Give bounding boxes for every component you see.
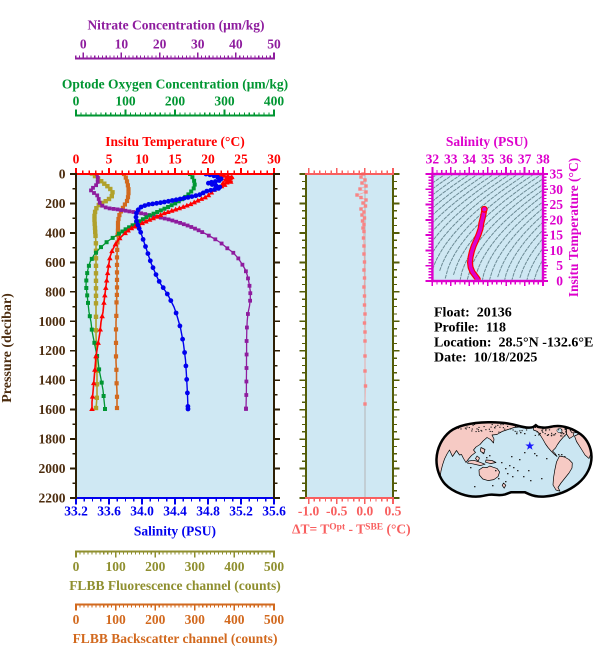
- svg-text:Insitu Temperature (°C): Insitu Temperature (°C): [566, 158, 581, 297]
- svg-text:400: 400: [264, 94, 285, 109]
- svg-text:300: 300: [214, 94, 235, 109]
- svg-text:500: 500: [264, 559, 285, 574]
- svg-text:25: 25: [234, 152, 248, 167]
- svg-text:0: 0: [73, 152, 80, 167]
- svg-text:-0.5: -0.5: [326, 504, 348, 519]
- svg-text:FLBB Fluorescence channel (cou: FLBB Fluorescence channel (counts): [69, 578, 281, 593]
- svg-text:400: 400: [224, 559, 245, 574]
- svg-text:200: 200: [165, 94, 186, 109]
- svg-text:34.0: 34.0: [130, 504, 154, 519]
- svg-text:1400: 1400: [39, 373, 66, 388]
- svg-text:5: 5: [556, 258, 563, 273]
- svg-text:400: 400: [224, 612, 245, 627]
- svg-text:1200: 1200: [39, 343, 66, 358]
- svg-text:-1.0: -1.0: [298, 504, 320, 519]
- svg-text:Salinity (PSU): Salinity (PSU): [134, 524, 216, 539]
- svg-text:33.6: 33.6: [97, 504, 121, 519]
- svg-text:100: 100: [105, 559, 126, 574]
- svg-text:5: 5: [106, 152, 113, 167]
- svg-text:300: 300: [185, 612, 206, 627]
- svg-text:1600: 1600: [39, 402, 66, 417]
- svg-text:30: 30: [267, 152, 281, 167]
- svg-text:Nitrate Concentration (μm/kg): Nitrate Concentration (μm/kg): [87, 18, 264, 33]
- svg-text:32: 32: [426, 152, 440, 167]
- svg-text:15: 15: [168, 152, 182, 167]
- svg-text:10: 10: [135, 152, 149, 167]
- svg-text:Salinity (PSU): Salinity (PSU): [446, 134, 528, 149]
- svg-text:15: 15: [550, 228, 564, 243]
- svg-text:800: 800: [45, 284, 66, 299]
- svg-text:34.8: 34.8: [196, 504, 220, 519]
- svg-text:100: 100: [105, 612, 126, 627]
- svg-text:20: 20: [153, 37, 167, 52]
- svg-text:0: 0: [73, 559, 80, 574]
- svg-text:10: 10: [115, 37, 129, 52]
- svg-text:35.6: 35.6: [262, 504, 286, 519]
- svg-text:1800: 1800: [39, 432, 66, 447]
- svg-text:1000: 1000: [39, 314, 66, 329]
- svg-text:38: 38: [536, 152, 550, 167]
- svg-text:0: 0: [80, 37, 87, 52]
- svg-text:100: 100: [115, 94, 136, 109]
- svg-text:FLBB Backscatter channel (coun: FLBB Backscatter channel (counts): [73, 631, 278, 646]
- svg-text:35.2: 35.2: [229, 504, 253, 519]
- svg-text:0.0: 0.0: [356, 504, 373, 519]
- svg-text:Profile: 118: Profile: 118: [434, 321, 506, 336]
- svg-text:34: 34: [463, 152, 477, 167]
- svg-text:Date: 10/18/2025: Date: 10/18/2025: [434, 351, 537, 366]
- svg-text:200: 200: [45, 196, 66, 211]
- svg-text:300: 300: [185, 559, 206, 574]
- svg-text:0: 0: [556, 274, 563, 289]
- svg-text:Pressure (decibar): Pressure (decibar): [0, 293, 15, 403]
- svg-text:2200: 2200: [39, 491, 66, 506]
- svg-text:50: 50: [267, 37, 281, 52]
- svg-text:Optode Oxygen Concentration (μ: Optode Oxygen Concentration (μm/kg): [62, 77, 288, 92]
- svg-text:0.5: 0.5: [384, 504, 401, 519]
- svg-text:40: 40: [229, 37, 243, 52]
- svg-text:ΔT= TOpt - TSBE (°C): ΔT= TOpt - TSBE (°C): [292, 522, 411, 537]
- svg-text:400: 400: [45, 225, 66, 240]
- svg-text:Insitu Temperature (°C): Insitu Temperature (°C): [105, 134, 244, 149]
- svg-text:33.2: 33.2: [64, 504, 88, 519]
- svg-text:200: 200: [145, 612, 166, 627]
- svg-text:500: 500: [264, 612, 285, 627]
- svg-text:10: 10: [550, 243, 564, 258]
- svg-text:20: 20: [201, 152, 215, 167]
- svg-text:200: 200: [145, 559, 166, 574]
- svg-text:35: 35: [481, 152, 495, 167]
- svg-text:0: 0: [73, 94, 80, 109]
- svg-text:2000: 2000: [39, 461, 66, 476]
- svg-text:Location: 28.5°N -132.6°E: Location: 28.5°N -132.6°E: [434, 336, 593, 351]
- svg-text:35: 35: [550, 167, 564, 182]
- svg-text:37: 37: [518, 152, 532, 167]
- svg-text:0: 0: [73, 612, 80, 627]
- svg-text:0: 0: [59, 167, 66, 182]
- svg-text:25: 25: [550, 197, 564, 212]
- svg-text:33: 33: [444, 152, 458, 167]
- svg-text:30: 30: [191, 37, 205, 52]
- svg-text:36: 36: [499, 152, 513, 167]
- svg-text:Float: 20136: Float: 20136: [434, 306, 512, 321]
- svg-text:30: 30: [550, 182, 564, 197]
- svg-text:600: 600: [45, 255, 66, 270]
- svg-text:34.4: 34.4: [163, 504, 187, 519]
- svg-text:20: 20: [550, 212, 564, 227]
